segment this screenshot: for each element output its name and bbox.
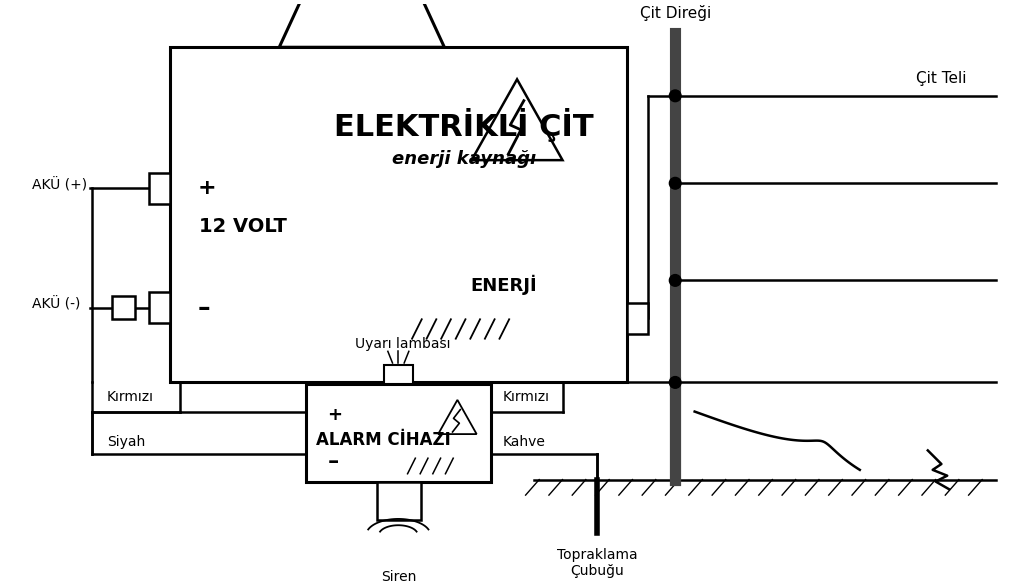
Text: AKÜ (-): AKÜ (-) <box>32 297 81 312</box>
Text: Siyah: Siyah <box>106 436 145 450</box>
Circle shape <box>670 274 681 286</box>
Text: Çit Teli: Çit Teli <box>916 71 967 86</box>
Polygon shape <box>438 400 476 434</box>
Text: –: – <box>328 452 339 472</box>
Text: +: + <box>328 406 342 425</box>
Bar <box>112 296 135 319</box>
Bar <box>170 47 627 383</box>
Text: Topraklama
Çubuğu: Topraklama Çubuğu <box>557 548 638 578</box>
Text: Kahve: Kahve <box>503 436 545 450</box>
Bar <box>148 172 170 204</box>
Text: Kırmızı: Kırmızı <box>106 390 154 404</box>
Text: ENERJİ: ENERJİ <box>470 275 537 296</box>
Polygon shape <box>280 0 444 47</box>
Circle shape <box>670 178 681 189</box>
Circle shape <box>670 377 681 388</box>
Text: Çit Direği: Çit Direği <box>640 5 711 21</box>
Text: +: + <box>198 178 216 198</box>
Circle shape <box>670 90 681 102</box>
Text: –: – <box>198 296 210 319</box>
Text: ALARM CİHAZI: ALARM CİHAZI <box>316 431 452 449</box>
Text: Uyarı lambası: Uyarı lambası <box>355 336 451 350</box>
Bar <box>627 303 648 334</box>
Text: Siren: Siren <box>381 570 416 584</box>
Text: 12 VOLT: 12 VOLT <box>200 217 287 237</box>
Text: ELEKTRİKLİ ÇİT: ELEKTRİKLİ ÇİT <box>334 108 594 142</box>
Polygon shape <box>472 79 562 160</box>
Bar <box>148 292 170 323</box>
Bar <box>384 365 413 384</box>
Bar <box>306 384 490 482</box>
Text: enerji kaynağı: enerji kaynağı <box>391 150 536 168</box>
Text: AKÜ (+): AKÜ (+) <box>32 178 87 192</box>
Text: Kırmızı: Kırmızı <box>503 390 549 404</box>
Bar <box>377 482 421 520</box>
